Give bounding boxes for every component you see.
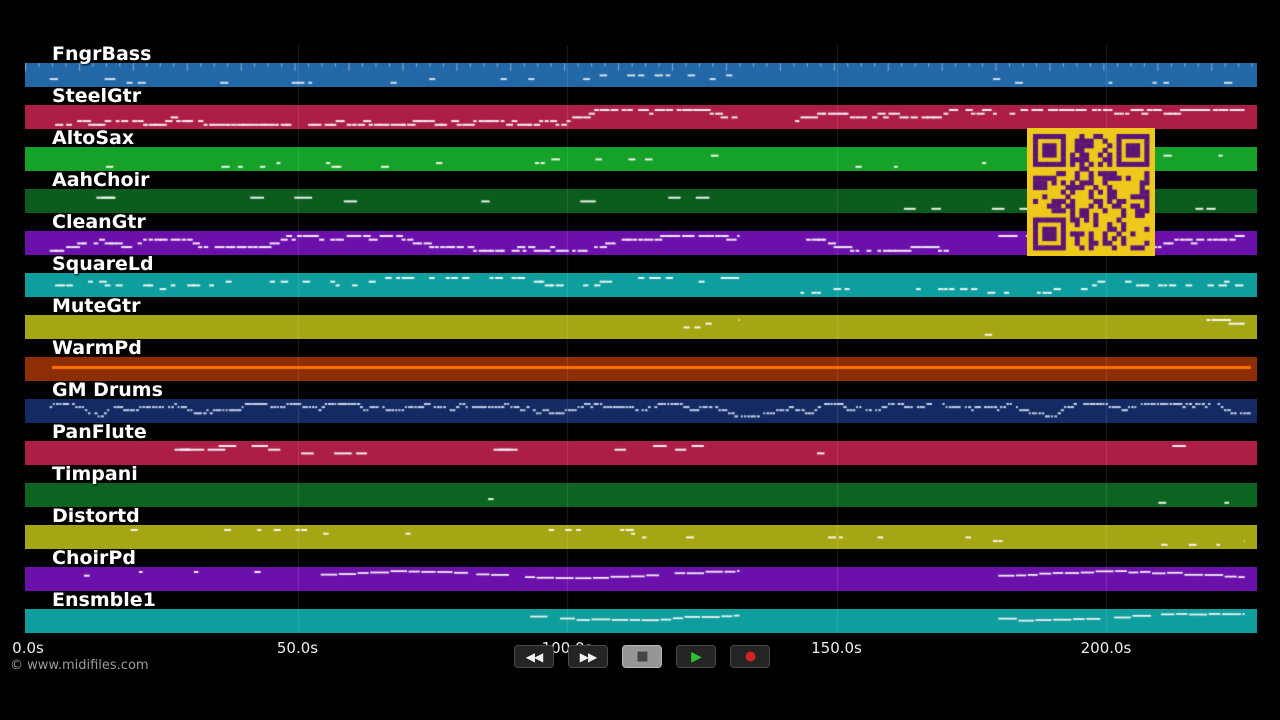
- track-color-band: [25, 63, 1257, 87]
- track-color-band: [25, 567, 1257, 591]
- track-row: PanFlute: [25, 421, 1257, 465]
- track-color-band: [25, 525, 1257, 549]
- track-label: ChoirPd: [52, 547, 136, 569]
- track-row: FngrBass: [25, 43, 1257, 87]
- track-label: CleanGtr: [52, 211, 146, 233]
- track-color-band: [25, 483, 1257, 507]
- track-row: Timpani: [25, 463, 1257, 507]
- track-row: ChoirPd: [25, 547, 1257, 591]
- track-color-band: [25, 105, 1257, 129]
- track-label: AahChoir: [52, 169, 150, 191]
- transport-bar: ◀◀ ▶▶ ■ ▶ ●: [514, 645, 770, 668]
- fast-forward-icon: ▶▶: [579, 649, 597, 664]
- watermark: © www.midifiles.com: [10, 658, 149, 673]
- time-axis-label: 50.0s: [276, 639, 319, 657]
- track-color-band: [25, 315, 1257, 339]
- time-axis-label: 0.0s: [12, 639, 44, 657]
- track-label: Timpani: [52, 463, 138, 485]
- time-axis-label: 150.0s: [811, 639, 862, 657]
- track-color-band: [25, 609, 1257, 633]
- stop-icon: ■: [636, 649, 648, 664]
- track-row: WarmPd: [25, 337, 1257, 381]
- track-label: MuteGtr: [52, 295, 141, 317]
- track-row: GM Drums: [25, 379, 1257, 423]
- track-label: PanFlute: [52, 421, 147, 443]
- record-button[interactable]: ●: [730, 645, 770, 668]
- rewind-button[interactable]: ◀◀: [514, 645, 554, 668]
- track-color-band: [25, 399, 1257, 423]
- track-row: SquareLd: [25, 253, 1257, 297]
- track-row: SteelGtr: [25, 85, 1257, 129]
- track-label: AltoSax: [52, 127, 135, 149]
- track-label: GM Drums: [52, 379, 163, 401]
- play-button[interactable]: ▶: [676, 645, 716, 668]
- play-icon: ▶: [691, 648, 702, 665]
- record-icon: ●: [744, 649, 756, 664]
- track-color-band: [25, 357, 1257, 381]
- track-label: Distortd: [52, 505, 140, 527]
- track-label: Ensmble1: [52, 589, 156, 611]
- track-row: MuteGtr: [25, 295, 1257, 339]
- track-label: SquareLd: [52, 253, 154, 275]
- time-axis-label: 200.0s: [1080, 639, 1132, 657]
- track-color-band: [25, 441, 1257, 465]
- fast-forward-button[interactable]: ▶▶: [568, 645, 608, 668]
- track-label: WarmPd: [52, 337, 142, 359]
- track-row: Distortd: [25, 505, 1257, 549]
- track-label: SteelGtr: [52, 85, 142, 107]
- track-row: Ensmble1: [25, 589, 1257, 633]
- track-label: FngrBass: [52, 43, 152, 65]
- stop-button[interactable]: ■: [622, 645, 662, 668]
- track-color-band: [25, 273, 1257, 297]
- rewind-icon: ◀◀: [525, 649, 543, 664]
- qr-code: [1027, 128, 1155, 256]
